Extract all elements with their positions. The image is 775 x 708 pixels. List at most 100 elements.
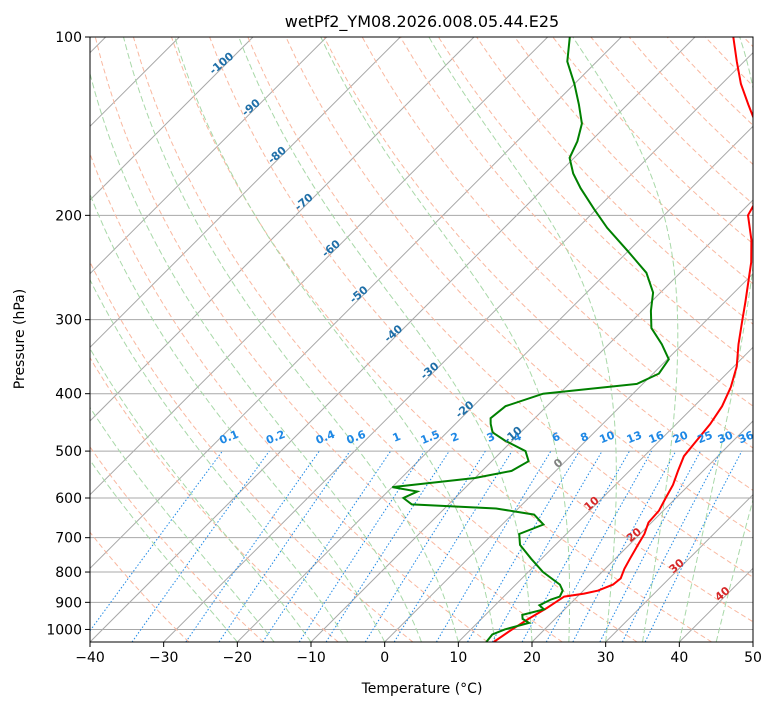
dry-adiabat-line — [132, 37, 638, 642]
mixing-ratio-line — [218, 450, 351, 642]
y-tick-label: 600 — [55, 491, 82, 507]
isotherm-label: -50 — [347, 283, 371, 306]
moist-adiabat-line — [572, 37, 679, 642]
mixing-ratio-label: 1 — [391, 430, 403, 445]
isotherm-line — [163, 51, 753, 642]
y-tick-label: 1000 — [46, 622, 82, 638]
mixing-ratio-line — [262, 450, 392, 642]
mixing-ratio-line — [545, 450, 653, 642]
y-tick-label: 200 — [55, 208, 82, 224]
x-tick-label: 0 — [380, 650, 389, 666]
dry-adiabat-line — [90, 356, 339, 642]
moist-adiabat-line — [90, 347, 312, 642]
dry-adiabat-line — [94, 37, 563, 642]
isotherm-line — [457, 346, 753, 642]
x-tick-label: 40 — [670, 650, 688, 666]
y-tick-label: 100 — [55, 30, 82, 46]
dry-adiabat-line — [666, 37, 753, 126]
isotherm-line — [752, 641, 753, 642]
mixing-ratio-line — [325, 450, 450, 642]
mixing-ratio-label: 0.6 — [345, 428, 368, 447]
dry-adiabat-line — [90, 152, 488, 642]
x-tick-label: −20 — [223, 650, 253, 666]
mixing-ratio-line — [131, 450, 270, 642]
moist-adiabat-line — [428, 37, 617, 642]
y-tick-label: 700 — [55, 531, 82, 547]
isotherm-line — [90, 37, 549, 496]
x-tick-label: −40 — [75, 650, 105, 666]
dry-adiabat-line — [247, 37, 753, 578]
x-tick-label: −10 — [296, 650, 326, 666]
isotherm-label: 10 — [582, 494, 602, 514]
isotherm-label: -90 — [239, 96, 263, 119]
dry-adiabat-line — [514, 37, 753, 285]
mixing-ratio-line — [298, 450, 425, 642]
moist-adiabat-line — [174, 37, 496, 642]
mixing-ratio-label: 16 — [647, 428, 666, 446]
mixing-ratio-line — [621, 450, 722, 642]
isotherm-label: 20 — [624, 525, 644, 545]
mixing-ratio-label: 36 — [737, 428, 756, 446]
moist-adiabat-line — [238, 37, 533, 642]
mixing-ratio-label: 8 — [579, 430, 591, 445]
moist-adiabat-line — [90, 406, 275, 642]
isotherm-line — [310, 199, 753, 642]
x-axis-label: Temperature (°C) — [361, 681, 483, 697]
isotherm-line — [90, 37, 622, 570]
mixing-ratio-line — [572, 450, 677, 642]
isotherm-label: -20 — [453, 398, 477, 421]
mixing-ratio-line — [364, 450, 486, 642]
dry-adiabat-line — [285, 37, 753, 535]
dewpoint-profile-line — [392, 37, 670, 642]
mixing-ratio-label: 3 — [485, 430, 497, 445]
mixing-ratio-label: 10 — [598, 428, 617, 446]
background-lines — [90, 37, 753, 642]
isotherm-label: -100 — [207, 49, 237, 77]
moist-adiabat-line — [320, 37, 571, 642]
chart-title: wetPf2_YM08.2026.008.05.44.E25 — [285, 12, 559, 32]
y-tick-label: 500 — [55, 444, 82, 460]
mixing-ratio-label: 2 — [449, 430, 461, 445]
mixing-ratio-line — [599, 450, 701, 642]
moist-adiabat-line — [90, 192, 386, 642]
mixing-ratio-label: 0.1 — [218, 428, 241, 447]
y-tick-label: 400 — [55, 387, 82, 403]
dry-adiabat-line — [399, 37, 753, 407]
mixing-ratio-line — [393, 450, 513, 642]
isotherm-line — [90, 37, 328, 275]
y-tick-label: 300 — [55, 313, 82, 329]
profile-lines — [392, 37, 753, 642]
x-tick-label: −30 — [149, 650, 179, 666]
isotherm-label: -10 — [501, 424, 525, 447]
x-tick-label: 10 — [449, 650, 467, 666]
isotherm-label: -60 — [319, 237, 343, 260]
isotherm-line — [90, 37, 401, 349]
mixing-ratio-label: 13 — [625, 428, 644, 446]
isotherm-line — [90, 37, 475, 422]
dry-adiabat-line — [323, 37, 753, 491]
dry-adiabat-line — [90, 446, 264, 642]
moist-adiabat-line — [715, 497, 753, 642]
dry-adiabat-line — [209, 37, 753, 623]
y-axis-label: Pressure (hPa) — [12, 289, 28, 389]
mixing-ratio-label: 20 — [671, 428, 690, 446]
dry-adiabat-line — [361, 37, 753, 449]
mixing-ratio-line — [467, 450, 580, 642]
mixing-ratio-label: 1.5 — [419, 428, 442, 447]
mixing-ratio-label: 0.4 — [314, 428, 337, 447]
dry-adiabat-line — [90, 260, 414, 642]
dry-adiabat-line — [90, 531, 190, 642]
axes: −40 −30 −20 −10 0 10 20 30 40 5010020030040050060… — [46, 30, 762, 666]
isotherm-line — [605, 493, 753, 642]
dry-adiabat-line — [171, 37, 712, 642]
mixing-ratio-label: 6 — [550, 430, 562, 445]
mixing-ratio-line — [644, 450, 743, 642]
mixing-ratio-line — [185, 450, 320, 642]
isotherm-line — [531, 420, 753, 642]
moist-adiabat-line — [90, 459, 238, 642]
isotherm-line — [236, 125, 753, 642]
dry-adiabat-line — [437, 37, 753, 366]
isotherm-line — [384, 272, 753, 642]
mixing-ratio-line — [90, 450, 223, 632]
